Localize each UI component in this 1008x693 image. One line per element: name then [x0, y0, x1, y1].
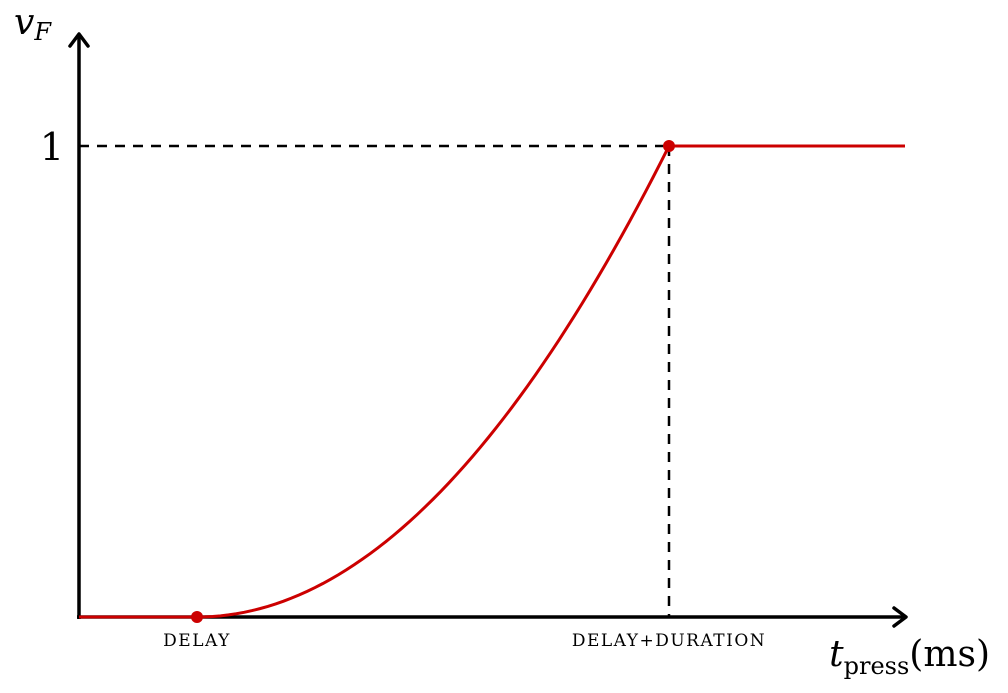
- x-axis-arrowhead: [892, 606, 908, 628]
- velocity-curve: [79, 144, 905, 619]
- y-axis-label-main: v: [14, 2, 34, 43]
- y-axis-label-subscript: F: [33, 18, 52, 46]
- y-axis: [68, 32, 90, 619]
- x-tick-label-delay: DELAY: [163, 631, 231, 651]
- y-axis-arrowhead: [68, 32, 90, 48]
- curve-points: [191, 140, 675, 623]
- x-axis-label-subscript: press: [844, 652, 910, 680]
- x-axis-label: tpress(ms): [829, 634, 990, 680]
- x-axis-label-main: t: [829, 634, 844, 675]
- y-tick-label-1: 1: [40, 125, 64, 169]
- curve-point-1: [191, 611, 203, 623]
- y-axis-label: vF: [14, 2, 52, 46]
- x-axis-label-unit: (ms): [909, 634, 990, 675]
- x-tick-label-delay-plus-duration: DELAY+DURATION: [572, 631, 766, 651]
- curve-point-2: [663, 140, 675, 152]
